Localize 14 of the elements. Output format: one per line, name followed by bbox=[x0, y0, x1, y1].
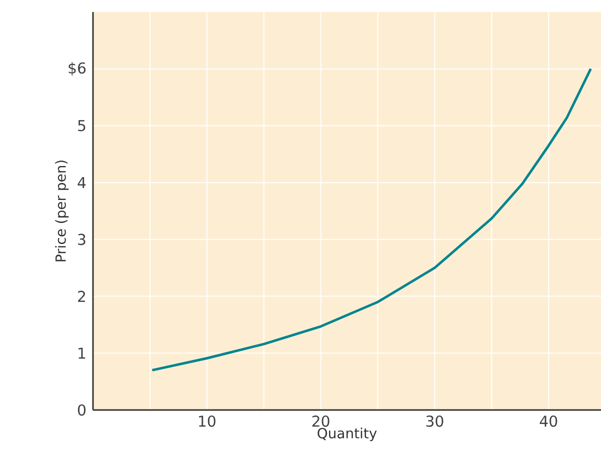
x-tick-label: 40 bbox=[540, 416, 558, 427]
y-tick-label: 1 bbox=[78, 348, 86, 359]
y-tick-label: 3 bbox=[78, 234, 86, 246]
x-tick-label: 10 bbox=[199, 416, 216, 427]
y-tick-label: 4 bbox=[78, 177, 86, 188]
x-axis-title: Quantity bbox=[318, 428, 377, 442]
y-tick-label: $6 bbox=[68, 62, 86, 76]
x-tick-label: 30 bbox=[426, 416, 444, 427]
x-tick-label: 20 bbox=[312, 416, 330, 427]
y-tick-label: 2 bbox=[78, 290, 85, 302]
y-axis-title: Price (per pen) bbox=[55, 160, 69, 262]
y-tick-label: 0 bbox=[78, 404, 86, 416]
line-series bbox=[150, 68, 592, 372]
y-tick-label: 5 bbox=[78, 120, 86, 132]
